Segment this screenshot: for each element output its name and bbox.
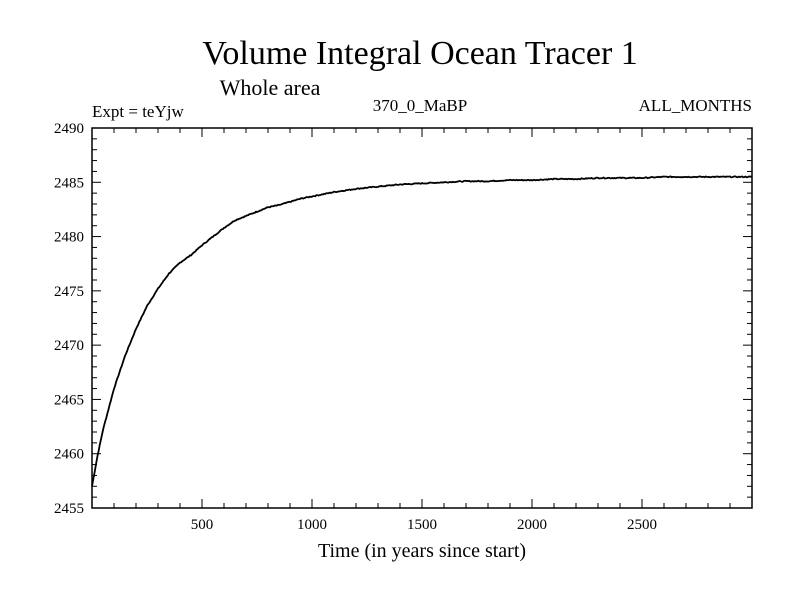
y-tick-label: 2455 [54,501,84,517]
series-line [91,175,753,487]
axis-ticks [92,128,752,508]
y-tick-label: 2470 [54,338,84,354]
chart-subtitle: Whole area [220,75,321,100]
y-tick-label: 2480 [54,230,84,246]
x-axis-tick-labels: 500 1000 1500 2000 2500 [191,517,657,533]
months-label: ALL_MONTHS [639,96,752,115]
y-tick-label: 2460 [54,447,84,463]
y-tick-label: 2465 [54,392,84,408]
plot-frame [91,127,753,509]
run-label: 370_0_MaBP [373,96,467,115]
x-tick-label: 2000 [517,517,547,533]
x-tick-label: 1500 [407,517,437,533]
x-tick-label: 2500 [627,517,657,533]
x-axis-label: Time (in years since start) [318,540,526,562]
y-axis-tick-labels: 2455 2460 2465 2470 2475 2480 2485 2490 [54,121,84,517]
experiment-label: Expt = teYjw [92,102,184,121]
x-tick-label: 500 [191,517,214,533]
y-tick-label: 2485 [54,175,84,191]
chart-title: Volume Integral Ocean Tracer 1 [202,35,638,72]
x-tick-label: 1000 [297,517,327,533]
y-tick-label: 2490 [54,121,84,137]
y-tick-label: 2475 [54,284,84,300]
